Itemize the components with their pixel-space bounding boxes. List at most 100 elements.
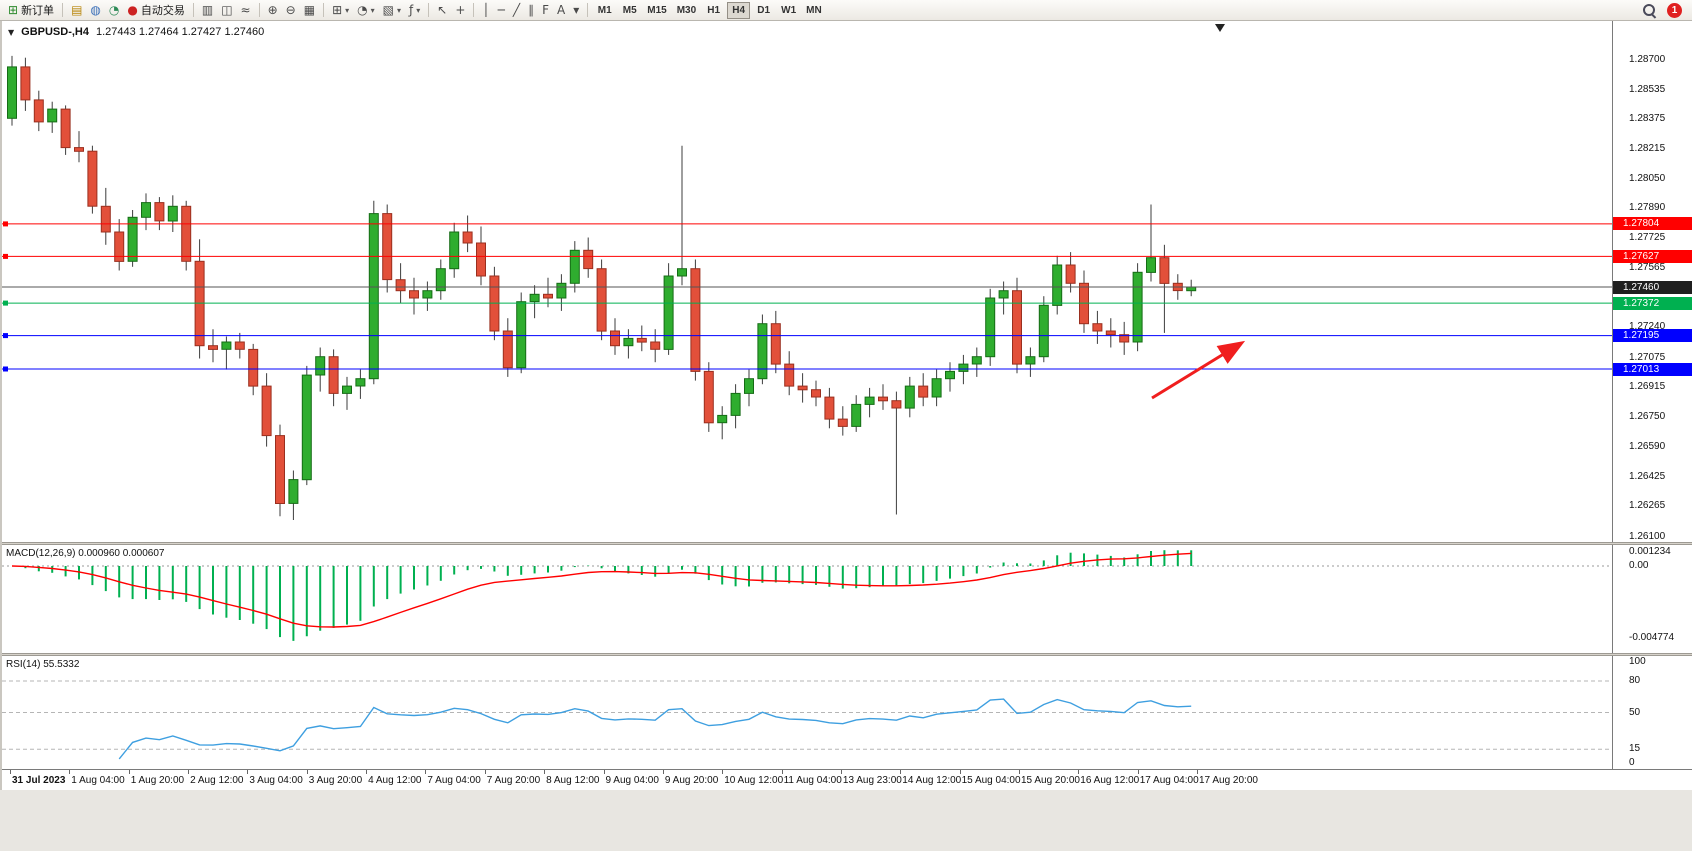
candle-bearish [395,279,406,292]
time-axis-tick [188,770,190,774]
support-green-handle[interactable] [3,300,8,306]
candle-bullish [864,396,875,405]
time-axis-label: 13 Aug 23:00 [842,775,902,786]
candle-bearish [811,389,821,398]
candle-bullish [47,108,58,123]
main-chart-canvas[interactable] [2,21,1612,542]
candle-bearish [154,202,165,222]
trendline-icon: ╱ [512,3,521,17]
support-blue-2-handle[interactable] [3,366,8,372]
candle-bullish [998,290,1009,299]
candle-bearish [891,400,902,409]
candle-bullish [851,403,862,427]
macd-axis[interactable]: 0.001234 0.00 -0.004774 [1612,545,1692,653]
tile-windows-button[interactable]: ▦ [300,1,319,19]
rsi-canvas[interactable] [2,656,1612,769]
candlestick-chart-button[interactable]: ◫ [217,1,236,19]
time-axis-tick [544,770,546,774]
resistance-red-1-handle[interactable] [3,221,8,227]
time-axis[interactable]: 31 Jul 2023 1 Aug 04:00 1 Aug 20:00 2 Aug 1… [2,769,1692,790]
navigator-button[interactable]: ◍ [86,1,104,19]
macd-panel: MACD(12,26,9) 0.000960 0.000607 0.001234… [2,545,1692,653]
collapse-toggle-icon[interactable]: ▼ [8,28,15,37]
time-axis-tick [900,770,902,774]
rsi-axis-label: 100 [1629,656,1646,667]
main-toolbar: ⊞ 新订单 ▤ ◍ ◔ ● 自动交易 ▥ ◫ ≈ ⊕ ⊖ ▦ ⊞ ▾ ◔ ▾ ▧ ▾ ƒ ▾ ↖ + │ ─ ╱ ∥ F A ▾ M1 M5… [0,0,1692,21]
candle-bearish [770,323,781,365]
period-button[interactable]: ◔ ▾ [353,1,379,19]
indicators-button[interactable]: ƒ ▾ [405,1,424,19]
time-axis-label: 3 Aug 20:00 [308,775,363,786]
timeframe-h1-button[interactable]: H1 [702,2,725,19]
auto-trading-button[interactable]: ● 自动交易 [123,1,188,19]
timeframe-mn-button[interactable]: MN [802,2,826,19]
bar-chart-button[interactable]: ▥ [198,1,217,19]
trendline-button[interactable]: ╱ [509,1,524,19]
new-order-button[interactable]: ⊞ 新订单 [4,1,58,19]
terminal-button[interactable]: ◔ [105,1,123,19]
time-axis-tick [306,770,308,774]
candle-bearish [20,66,31,101]
zoom-out-icon: ⊖ [285,3,296,17]
cursor-icon: ↖ [437,3,448,17]
zoom-out-button[interactable]: ⊖ [282,1,300,19]
price-axis-label: 1.27890 [1629,202,1666,214]
macd-canvas[interactable] [2,545,1612,653]
timeframe-w1-button[interactable]: W1 [777,2,800,19]
time-axis-tick [69,770,71,774]
timeframe-m5-button[interactable]: M5 [618,2,641,19]
panel-splitter[interactable] [2,542,1692,545]
vertical-line-button[interactable]: │ [478,1,493,19]
rsi-axis-label: 80 [1629,675,1641,686]
current-price-price-badge: 1.27460 [1613,280,1692,294]
timeframe-m1-button[interactable]: M1 [593,2,616,19]
resistance-red-2-handle[interactable] [3,253,8,259]
time-axis-tick [840,770,842,774]
candle-bullish [730,392,741,416]
toolbar-button-groups: ⊞ 新订单 ▤ ◍ ◔ ● 自动交易 ▥ ◫ ≈ ⊕ ⊖ ▦ ⊞ ▾ ◔ ▾ ▧ ▾ ƒ ▾ ↖ + │ ─ ╱ ∥ F A ▾ [4,1,583,19]
notification-badge[interactable]: 1 [1667,2,1682,18]
arrow-annotation[interactable] [1151,340,1246,400]
time-axis-label: 15 Aug 04:00 [961,775,1021,786]
crosshair-button[interactable]: + [451,1,469,19]
price-axis[interactable]: 1.28700 1.28535 1.28375 1.28215 1.28050 1.278… [1612,21,1692,542]
fibonacci-button[interactable]: F [538,1,553,19]
candle-bullish [971,356,982,365]
panel-splitter[interactable] [2,653,1692,656]
timeframe-m15-button[interactable]: M15 [643,2,670,19]
candle-bearish [476,242,486,277]
timeframe-d1-button[interactable]: D1 [752,2,775,19]
period-icon: ◔ [357,3,368,17]
market-watch-button[interactable]: ▤ [67,1,86,19]
horizontal-line-button[interactable]: ─ [494,1,509,19]
time-axis-label: 16 Aug 12:00 [1080,775,1140,786]
templates-button[interactable]: ▧ ▾ [379,1,405,19]
macd-axis-label: -0.004774 [1629,631,1675,643]
candle-bullish [167,205,178,222]
candle-bearish [33,99,44,123]
rsi-axis[interactable]: 100 80 50 15 0 [1612,656,1692,769]
candle-bullish [757,323,768,380]
timeframe-h4-button[interactable]: H4 [727,1,751,19]
cursor-button[interactable]: ↖ [433,1,451,19]
time-axis-tick [1078,770,1080,774]
price-axis-label: 1.28375 [1629,113,1666,125]
new-order-icon: ⊞ [8,3,19,17]
text-button[interactable]: A [553,1,569,19]
timeframe-m30-button[interactable]: M30 [673,2,700,19]
candle-bearish [784,363,795,387]
candle-bullish [569,249,580,284]
arrows-button[interactable]: ▾ [569,1,583,19]
candle-bearish [409,290,419,299]
time-axis-label: 3 Aug 04:00 [249,775,303,786]
search-icon[interactable] [1642,3,1657,18]
candle-bearish [1159,257,1170,284]
rsi-axis-label: 0 [1629,757,1635,768]
indicators-icon: ƒ [409,3,414,17]
zoom-in-button[interactable]: ⊕ [264,1,282,19]
new-chart-button[interactable]: ⊞ ▾ [328,1,353,19]
equidistant-channel-button[interactable]: ∥ [524,1,538,19]
resistance-red-2-price-badge: 1.27627 [1613,249,1692,263]
line-chart-button[interactable]: ≈ [237,1,255,19]
support-blue-1-handle[interactable] [3,333,8,339]
